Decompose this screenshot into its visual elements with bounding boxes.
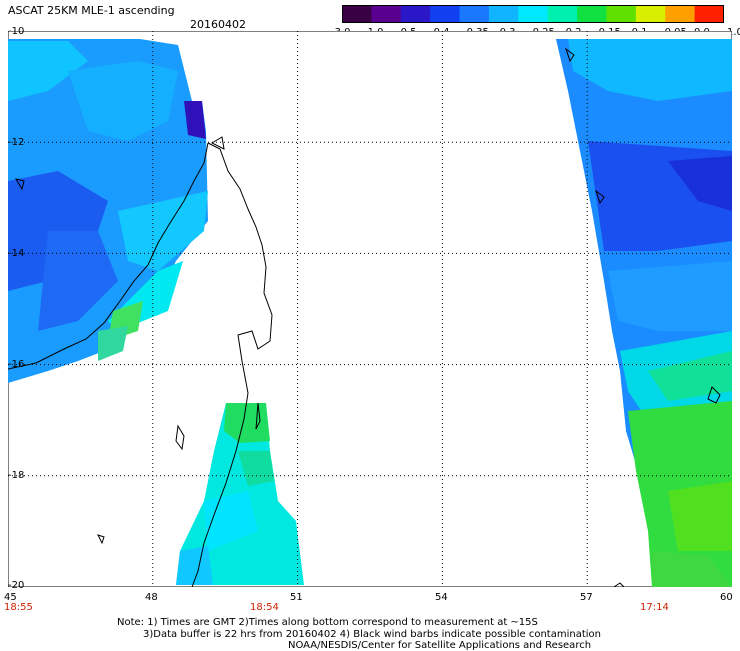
- colorbar-segment: [635, 5, 666, 23]
- x-tick-label: 51: [290, 592, 303, 603]
- coastline: [8, 47, 721, 587]
- time-label: 17:14: [640, 602, 669, 613]
- note-line-3: NOAA/NESDIS/Center for Satellite Applica…: [288, 640, 592, 651]
- x-tick-label: 48: [145, 592, 158, 603]
- colorbar-segment: [371, 5, 402, 23]
- time-label: 18:54: [250, 602, 279, 613]
- y-tick-label: -14: [8, 248, 25, 259]
- swath-left: [8, 39, 208, 383]
- colorbar-segment: [694, 5, 724, 23]
- time-label: 18:55: [4, 602, 33, 613]
- grid-lines: [8, 31, 732, 587]
- madagascar-coast: [191, 142, 273, 587]
- colorbar-segment: [488, 5, 519, 23]
- y-tick-label: -10: [8, 26, 25, 37]
- map-plot: [8, 31, 732, 587]
- swath-center: [176, 403, 304, 585]
- colorbar-label: 1.0: [727, 27, 740, 38]
- colorbar-segment: [665, 5, 696, 23]
- africa-coast: [8, 142, 209, 370]
- colorbar-segment: [547, 5, 578, 23]
- colorbar: [342, 5, 724, 23]
- map-date: 20160402: [190, 18, 246, 31]
- colorbar-segment: [577, 5, 607, 23]
- x-tick-label: 45: [4, 592, 17, 603]
- y-tick-label: -16: [8, 359, 25, 370]
- y-tick-label: -20: [8, 580, 25, 591]
- colorbar-segment: [606, 5, 637, 23]
- colorbar-border: [342, 5, 724, 23]
- note-line-2: 3)Data buffer is 22 hrs from 20160402 4)…: [143, 629, 601, 640]
- colorbar-segment: [518, 5, 549, 23]
- x-tick-label: 54: [435, 592, 448, 603]
- x-tick-label: 57: [580, 592, 593, 603]
- colorbar-segment: [459, 5, 490, 23]
- note-line-1: Note: 1) Times are GMT 2)Times along bot…: [117, 617, 538, 628]
- map-title: ASCAT 25KM MLE-1 ascending: [8, 4, 175, 17]
- swath-right: [556, 39, 732, 587]
- x-tick-label: 60: [720, 592, 733, 603]
- y-tick-label: -18: [8, 470, 25, 481]
- y-tick-label: -12: [8, 137, 25, 148]
- colorbar-segment: [342, 5, 372, 23]
- colorbar-segment: [430, 5, 461, 23]
- colorbar-segment: [400, 5, 431, 23]
